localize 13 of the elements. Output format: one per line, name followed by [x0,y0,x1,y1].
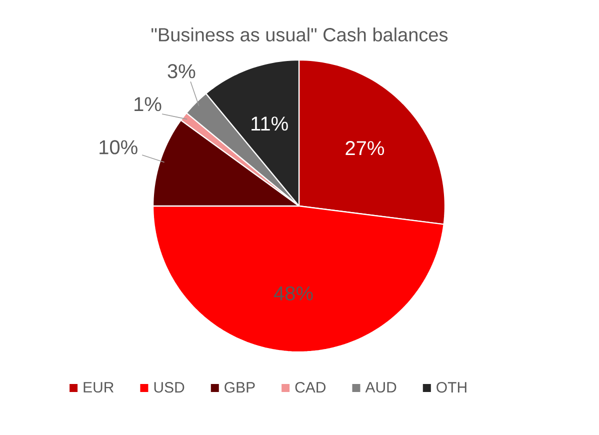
data-label: 48% [274,286,313,300]
legend-label: CAD [295,382,326,393]
legend-label: OTH [436,382,466,393]
legend-label: AUD [365,382,396,393]
data-label: 27% [346,141,384,156]
legend-label: USD [154,382,184,393]
data-label: 3% [168,64,196,78]
data-label: 10% [100,140,138,154]
data-label: 1% [134,97,162,112]
legend-label: GBP [224,382,255,393]
chart-title: "Business as usual" Cash balances [152,28,448,42]
legend-label: EUR [84,382,114,393]
data-label: 11% [252,116,288,131]
